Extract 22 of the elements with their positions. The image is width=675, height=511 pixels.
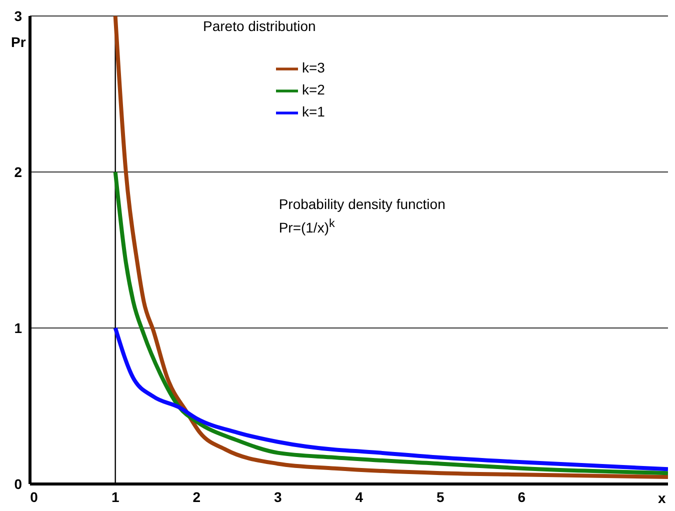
y-tick-label: 3 [14, 8, 22, 24]
y-tick-label: 0 [14, 476, 22, 492]
chart-title: Pareto distribution [203, 18, 316, 34]
legend-label: k=2 [302, 82, 325, 98]
x-tick-label: 3 [274, 488, 282, 505]
x-tick-label: 2 [192, 488, 201, 505]
line-series [113, 326, 668, 472]
y-tick-label: 1 [14, 320, 22, 336]
annotation: Pr=(1/x)$^{k}$ [278, 216, 336, 238]
line-series [113, 170, 668, 476]
legend-label: k=3 [302, 60, 325, 76]
line-series [113, 16, 668, 479]
x-tick-label: 0 [30, 488, 38, 505]
x-tick-label: 1 [111, 488, 120, 505]
y-axis-title: Pr [11, 34, 26, 50]
x-tick-label: 5 [436, 488, 445, 505]
legend-label: k=1 [302, 104, 325, 120]
x-tick-label: 4 [355, 488, 364, 505]
x-tick-label: 6 [518, 488, 526, 505]
annotation: Probability density function [278, 195, 446, 214]
x-axis-title: x [658, 490, 666, 506]
y-tick-label: 2 [14, 164, 22, 180]
